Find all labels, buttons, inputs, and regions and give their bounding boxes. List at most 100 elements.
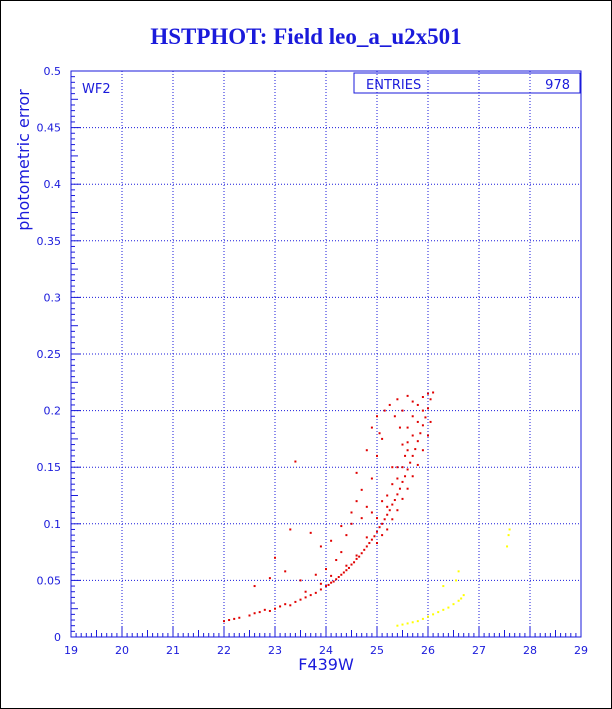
data-point xyxy=(393,415,396,418)
data-point xyxy=(406,426,409,429)
data-point xyxy=(383,518,386,521)
data-point xyxy=(373,535,376,538)
data-point xyxy=(404,475,407,478)
data-point xyxy=(360,552,363,555)
data-point xyxy=(289,528,292,531)
data-point xyxy=(391,503,394,506)
data-point xyxy=(268,577,271,580)
data-point xyxy=(442,608,445,611)
data-point xyxy=(355,500,358,503)
data-point xyxy=(304,590,307,593)
data-point xyxy=(462,594,465,597)
data-point xyxy=(386,494,389,497)
data-point xyxy=(411,475,414,478)
data-point xyxy=(370,426,373,429)
data-point xyxy=(421,449,424,452)
data-point xyxy=(360,517,363,520)
grid-lines xyxy=(71,71,581,637)
data-point xyxy=(383,409,386,412)
data-point xyxy=(376,454,378,457)
data-point xyxy=(396,509,399,512)
data-point xyxy=(393,499,396,502)
data-point xyxy=(398,426,401,429)
data-point xyxy=(325,585,327,588)
data-point xyxy=(416,420,419,423)
x-tick-label: 20 xyxy=(115,644,129,657)
data-point xyxy=(386,513,389,516)
data-point xyxy=(411,400,414,403)
data-point xyxy=(365,545,368,548)
data-point xyxy=(368,542,371,545)
data-point xyxy=(507,534,510,537)
data-point xyxy=(432,391,435,394)
data-point xyxy=(340,573,343,576)
data-point xyxy=(386,505,389,508)
data-point xyxy=(340,525,343,528)
data-point xyxy=(268,609,271,612)
stats-label: ENTRIES xyxy=(366,78,421,93)
data-point xyxy=(319,545,322,548)
data-point xyxy=(455,579,458,582)
data-point xyxy=(279,605,282,608)
data-point xyxy=(342,571,345,574)
data-point xyxy=(457,570,460,573)
data-point xyxy=(424,416,427,419)
data-point xyxy=(396,466,399,469)
data-point xyxy=(345,569,348,572)
data-point xyxy=(378,526,381,529)
data-point xyxy=(299,598,302,601)
data-point xyxy=(447,606,450,609)
data-point xyxy=(284,603,287,606)
data-point xyxy=(376,530,378,533)
data-point xyxy=(437,611,440,614)
y-tick-label: 0.15 xyxy=(37,461,62,474)
data-point xyxy=(330,581,333,584)
data-point xyxy=(376,517,378,520)
data-point xyxy=(258,611,261,614)
data-point xyxy=(427,434,429,437)
data-point xyxy=(429,398,432,401)
data-point xyxy=(365,536,368,539)
data-point xyxy=(411,415,414,418)
stats-box: ENTRIES 978 xyxy=(353,72,581,94)
y-tick-label: 0.25 xyxy=(37,348,62,361)
data-point xyxy=(284,570,287,573)
data-point xyxy=(406,622,409,625)
data-point xyxy=(370,511,373,514)
data-point xyxy=(327,583,330,586)
x-axis-label: F439W xyxy=(298,655,354,674)
data-point xyxy=(248,614,251,617)
data-point xyxy=(432,613,435,616)
data-point xyxy=(460,597,463,600)
data-point xyxy=(299,579,302,582)
axis-ticks: 19 20 21 22 23 24 25 26 27 28 29 0 0.05 0.1 0.15 0.2 0.2… xyxy=(37,65,589,657)
data-point xyxy=(304,596,307,599)
x-tick-label: 29 xyxy=(574,644,588,657)
data-point xyxy=(411,621,414,624)
data-point xyxy=(396,493,399,496)
data-point xyxy=(337,576,340,579)
data-point xyxy=(411,454,414,457)
data-point xyxy=(401,443,404,446)
data-point xyxy=(406,441,409,444)
data-point xyxy=(332,580,335,583)
x-tick-label: 19 xyxy=(64,644,78,657)
data-point xyxy=(388,509,391,512)
data-point xyxy=(429,420,432,423)
data-point xyxy=(386,528,389,531)
data-point xyxy=(350,511,353,514)
data-point xyxy=(396,477,399,480)
data-point xyxy=(340,551,343,554)
data-point xyxy=(406,394,409,397)
data-point xyxy=(406,468,409,471)
data-point xyxy=(401,497,404,500)
data-point xyxy=(401,409,404,412)
data-point xyxy=(381,437,384,440)
data-point xyxy=(398,487,401,490)
data-point xyxy=(358,555,361,558)
data-point xyxy=(404,454,407,457)
data-point xyxy=(350,522,353,525)
data-point xyxy=(401,480,404,483)
y-tick-label: 0.35 xyxy=(37,235,62,248)
